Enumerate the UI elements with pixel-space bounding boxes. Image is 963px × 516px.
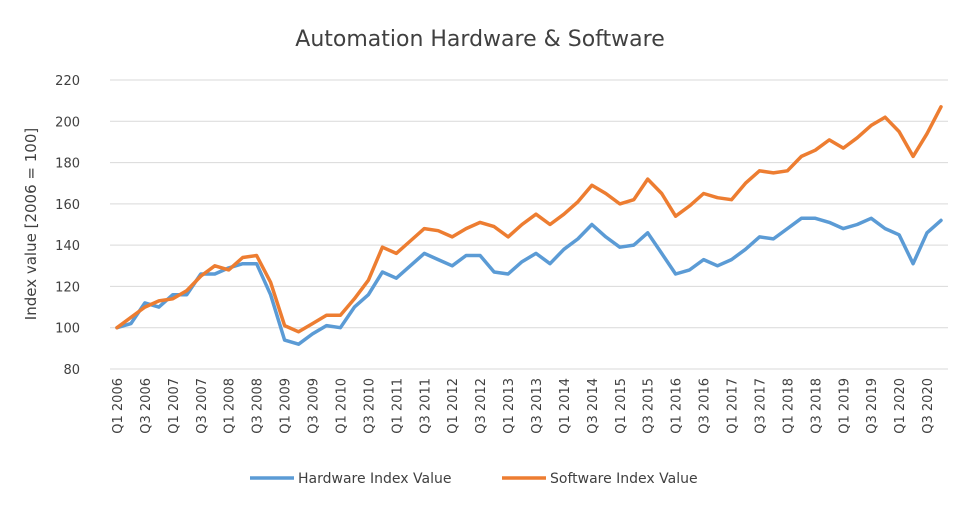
x-tick-label: Q1 2015 [614, 378, 629, 434]
y-tick-label: 100 [55, 322, 80, 337]
x-tick-label: Q3 2019 [865, 378, 880, 434]
y-tick-label: 220 [55, 74, 80, 89]
x-tick-label: Q3 2017 [753, 378, 768, 434]
x-tick-label: Q1 2020 [893, 378, 908, 434]
x-tick-label: Q1 2017 [726, 378, 741, 434]
x-tick-label: Q1 2008 [223, 378, 238, 434]
y-axis-label: Index value [2006 = 100] [22, 128, 40, 320]
software-series-line [115, 105, 943, 334]
x-tick-label: Q1 2006 [111, 378, 126, 434]
y-tick-label: 200 [55, 115, 80, 130]
x-tick-label: Q1 2016 [670, 378, 685, 434]
legend-label-hardware: Hardware Index Value [298, 471, 451, 487]
y-tick-label: 140 [55, 239, 80, 254]
x-tick-label: Q1 2009 [279, 378, 294, 434]
x-tick-label: Q3 2012 [474, 378, 489, 434]
x-tick-label: Q1 2012 [446, 378, 461, 434]
chart-title: Automation Hardware & Software [295, 27, 664, 52]
x-tick-label: Q1 2010 [334, 378, 349, 434]
legend: Hardware Index Value Software Index Value [250, 471, 698, 487]
x-tick-label: Q3 2014 [586, 378, 601, 434]
x-tick-label: Q1 2011 [390, 378, 405, 434]
x-tick-label: Q3 2009 [307, 378, 322, 434]
x-tick-label: Q1 2019 [837, 378, 852, 434]
x-tick-label: Q3 2008 [251, 378, 266, 434]
x-tick-label: Q1 2014 [558, 378, 573, 434]
hardware-series-line [115, 216, 943, 346]
x-axis-ticks: Q1 2006 Q3 2006 Q1 2007 Q3 2007 Q1 2008 Q3 20… [111, 378, 936, 434]
gridlines [110, 79, 948, 370]
x-tick-label: Q3 2013 [530, 378, 545, 434]
y-tick-label: 120 [55, 280, 80, 295]
x-tick-label: Q1 2007 [167, 378, 182, 434]
y-tick-label: 160 [55, 198, 80, 213]
x-tick-label: Q3 2018 [809, 378, 824, 434]
x-tick-label: Q3 2016 [698, 378, 713, 434]
x-tick-label: Q3 2020 [921, 378, 936, 434]
x-tick-label: Q1 2013 [502, 378, 517, 434]
series-lines [115, 105, 943, 346]
x-tick-label: Q3 2011 [418, 378, 433, 434]
y-axis-ticks: 80 100 120 140 160 180 200 220 [55, 74, 80, 378]
y-tick-label: 180 [55, 157, 80, 172]
legend-label-software: Software Index Value [550, 471, 698, 487]
x-tick-label: Q1 2018 [781, 378, 796, 434]
x-tick-label: Q3 2007 [195, 378, 210, 434]
y-tick-label: 80 [63, 363, 80, 378]
x-tick-label: Q3 2015 [642, 378, 657, 434]
x-tick-label: Q3 2006 [139, 378, 154, 434]
x-tick-label: Q3 2010 [362, 378, 377, 434]
